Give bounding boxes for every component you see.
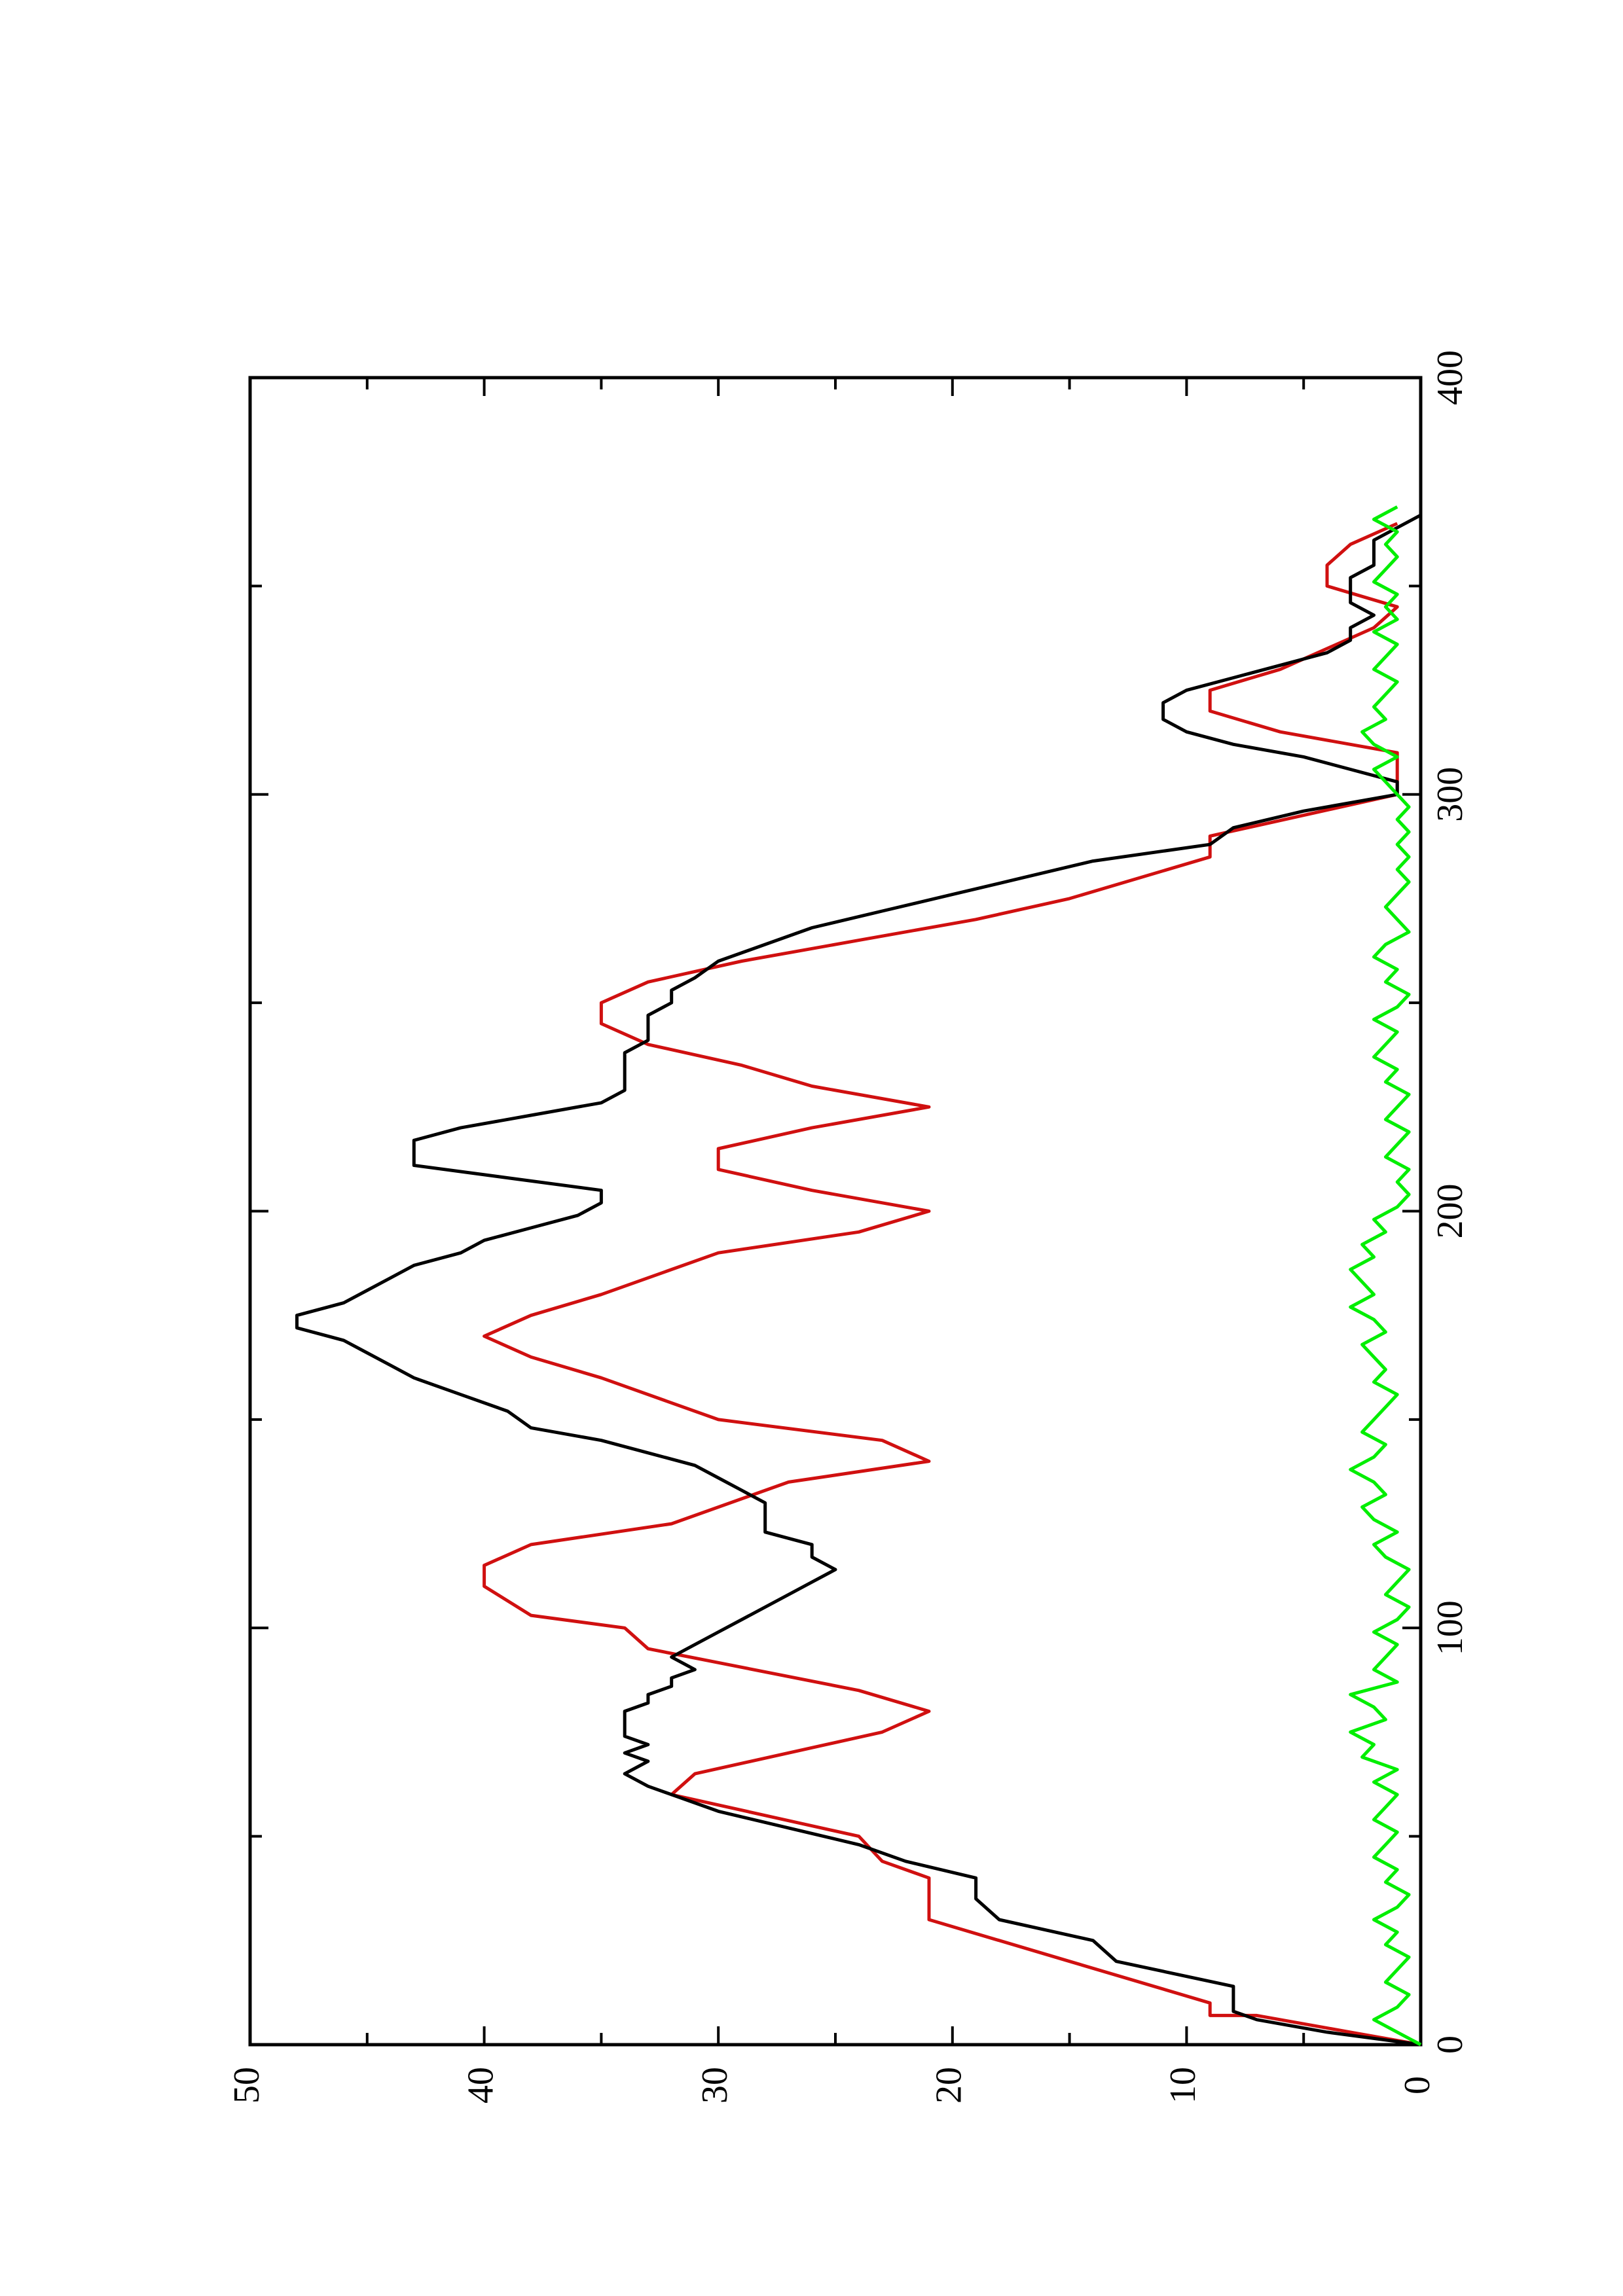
- y-tick-label-2: 20: [929, 2067, 970, 2104]
- x-tick-label-4: 400: [1430, 350, 1470, 405]
- plot-frame: [248, 376, 1423, 2047]
- y-tick-label-5: 50: [227, 2067, 267, 2104]
- tick-labels: 0 100 200 300 400 0 10 20 30 40 50: [227, 350, 1470, 2104]
- axis-ticks: [249, 376, 1422, 2046]
- green-series-line: [1349, 505, 1422, 2047]
- x-tick-label-1: 100: [1430, 1600, 1470, 1655]
- x-tick-label-2: 200: [1430, 1184, 1470, 1239]
- x-tick-label-3: 300: [1430, 767, 1470, 822]
- y-tick-label-1: 10: [1163, 2067, 1203, 2104]
- series-layer: [295, 505, 1422, 2047]
- y-tick-label-4: 40: [460, 2067, 501, 2104]
- black-series-line: [295, 513, 1422, 2047]
- y-tick-label-3: 30: [695, 2067, 735, 2104]
- red-series-line: [483, 522, 1421, 2047]
- y-tick-label-0: 0: [1397, 2076, 1438, 2094]
- x-tick-label-0: 0: [1430, 2036, 1470, 2054]
